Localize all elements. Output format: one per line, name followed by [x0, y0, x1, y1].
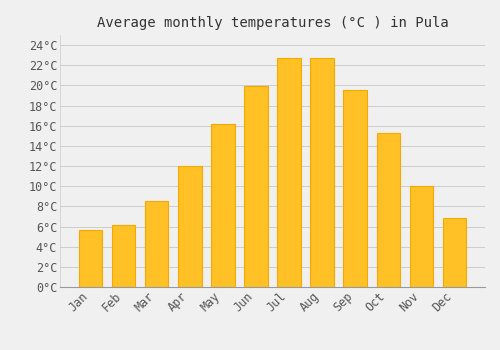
Bar [442, 218, 466, 287]
Bar [278, 58, 300, 287]
Bar [376, 133, 400, 287]
Bar [112, 224, 136, 287]
Bar [146, 201, 169, 287]
Bar [410, 186, 432, 287]
Bar [310, 58, 334, 287]
Bar [212, 124, 234, 287]
Title: Average monthly temperatures (°C ) in Pula: Average monthly temperatures (°C ) in Pu… [96, 16, 448, 30]
Bar [80, 230, 102, 287]
Bar [178, 166, 202, 287]
Bar [244, 86, 268, 287]
Bar [344, 90, 366, 287]
